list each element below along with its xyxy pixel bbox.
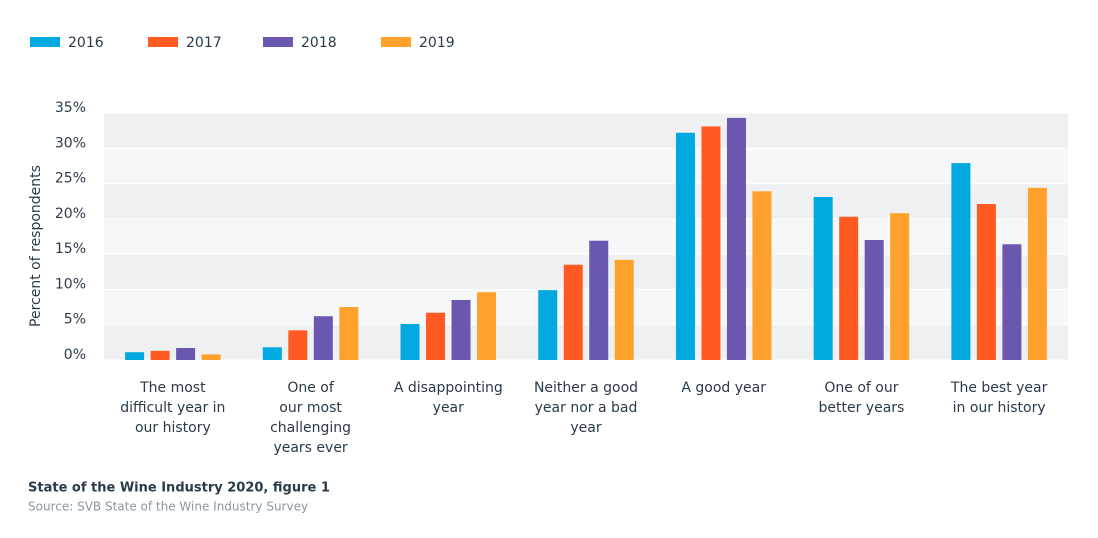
y-tick-label: 15%	[55, 241, 86, 257]
x-tick-label-line: One of	[287, 380, 335, 396]
x-tick-label-line: our most	[279, 400, 342, 416]
x-tick-label-line: years ever	[273, 440, 347, 456]
bar	[752, 191, 772, 360]
x-tick-label-line: year nor a bad	[535, 400, 638, 416]
y-tick-label: 20%	[55, 206, 86, 222]
bar	[589, 240, 609, 360]
grid-band	[104, 218, 1068, 255]
y-tick-label: 30%	[55, 135, 86, 151]
x-tick-label: The best year in our history	[950, 380, 1048, 416]
bar	[813, 196, 833, 360]
legend-swatch	[148, 37, 178, 47]
x-tick-label-line: in our history	[953, 400, 1046, 416]
bar	[839, 216, 859, 360]
x-tick-label: Neither a good year nor a bad year	[534, 380, 638, 436]
bar	[125, 352, 145, 360]
x-tick-label-line: One of our	[824, 380, 898, 396]
y-axis-title: Percent of respondents	[28, 165, 44, 327]
x-tick-label: A good year	[681, 380, 766, 396]
x-tick-label-line: year	[433, 400, 464, 416]
y-tick-label: 5%	[64, 312, 86, 328]
y-tick-label: 0%	[64, 347, 86, 363]
bar	[176, 348, 196, 360]
bar	[288, 330, 308, 360]
bar	[538, 290, 558, 360]
x-tick-label-line: difficult year in	[120, 400, 225, 416]
x-tick-label-line: our history	[135, 420, 211, 436]
grid-band	[104, 289, 1068, 325]
bar	[339, 307, 359, 360]
y-tick-label: 10%	[55, 276, 86, 292]
bar	[951, 163, 971, 360]
x-tick-label-line: year	[570, 420, 601, 436]
caption: State of the Wine Industry 2020, figure …	[28, 481, 330, 496]
bar	[426, 312, 446, 360]
legend-label: 2019	[419, 35, 455, 51]
x-tick-label-line: A good year	[681, 380, 766, 396]
bar	[864, 240, 884, 360]
bar	[614, 259, 634, 360]
x-tick-label-line: Neither a good	[534, 380, 638, 396]
bar	[400, 324, 420, 360]
grid-band	[104, 183, 1068, 219]
bar	[1002, 244, 1022, 360]
bar	[150, 350, 170, 360]
x-tick-label: The most difficult year in our history	[120, 380, 225, 436]
legend-label: 2016	[68, 35, 104, 51]
grid-band	[104, 113, 1068, 149]
x-tick-label-line: The best year	[950, 380, 1048, 396]
grid-band	[104, 254, 1068, 290]
y-tick-label: 25%	[55, 171, 86, 187]
x-tick-label: One of our most challenging years ever	[270, 380, 351, 456]
x-tick-label-line: A disappointing	[394, 380, 503, 396]
bar	[976, 204, 996, 360]
x-tick-label: One of our better years	[819, 380, 905, 416]
source: Source: SVB State of the Wine Industry S…	[28, 500, 308, 514]
legend-label: 2018	[301, 35, 337, 51]
bar	[563, 264, 583, 360]
x-tick-label-line: challenging	[270, 420, 351, 436]
bar	[890, 213, 910, 360]
legend-swatch	[263, 37, 293, 47]
bar	[726, 117, 746, 360]
grid-band	[104, 148, 1068, 184]
bar	[451, 300, 471, 360]
bar	[262, 347, 282, 360]
bar	[701, 126, 721, 360]
x-tick-label-line: The most	[139, 380, 206, 396]
bar	[675, 132, 695, 360]
grid-band	[104, 324, 1068, 360]
bar	[313, 316, 333, 360]
y-tick-label: 35%	[55, 100, 86, 116]
bar	[1027, 187, 1047, 360]
bar	[477, 292, 497, 360]
legend-swatch	[30, 37, 60, 47]
bar	[201, 354, 221, 360]
legend-swatch	[381, 37, 411, 47]
legend-label: 2017	[186, 35, 222, 51]
x-tick-label-line: better years	[819, 400, 905, 416]
x-tick-label: A disappointing year	[394, 380, 503, 416]
